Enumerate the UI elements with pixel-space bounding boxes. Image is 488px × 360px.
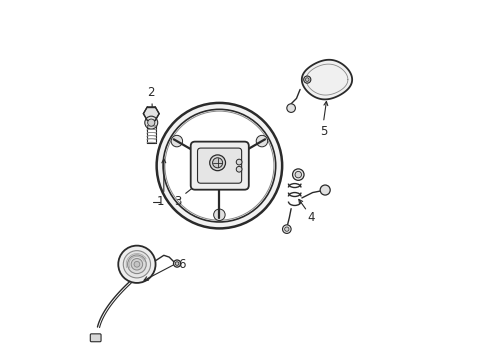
Circle shape [175, 262, 179, 265]
Circle shape [282, 225, 290, 233]
Circle shape [147, 119, 155, 126]
FancyBboxPatch shape [190, 141, 248, 190]
Circle shape [256, 135, 267, 147]
Circle shape [292, 169, 304, 180]
Text: 4: 4 [306, 211, 314, 224]
Circle shape [123, 251, 150, 278]
Circle shape [127, 255, 146, 274]
Circle shape [320, 185, 329, 195]
Circle shape [236, 159, 242, 165]
Text: 5: 5 [319, 125, 326, 138]
Text: 3: 3 [174, 195, 182, 208]
Text: 2: 2 [147, 86, 155, 99]
Polygon shape [301, 60, 351, 99]
Circle shape [209, 155, 225, 171]
Polygon shape [143, 107, 159, 121]
Circle shape [144, 116, 158, 129]
Circle shape [213, 209, 224, 221]
Circle shape [118, 246, 155, 283]
Circle shape [303, 76, 310, 83]
Circle shape [236, 166, 242, 172]
Circle shape [284, 227, 288, 231]
Circle shape [163, 109, 275, 222]
Circle shape [286, 104, 295, 112]
Circle shape [156, 103, 282, 228]
Circle shape [131, 258, 142, 270]
Circle shape [173, 260, 180, 267]
Text: 1: 1 [156, 195, 163, 208]
Circle shape [305, 78, 308, 81]
Circle shape [212, 158, 222, 168]
Circle shape [171, 135, 182, 147]
Text: 6: 6 [178, 258, 185, 271]
FancyBboxPatch shape [197, 148, 241, 183]
Circle shape [134, 261, 140, 267]
Circle shape [294, 171, 301, 178]
FancyBboxPatch shape [90, 334, 101, 342]
